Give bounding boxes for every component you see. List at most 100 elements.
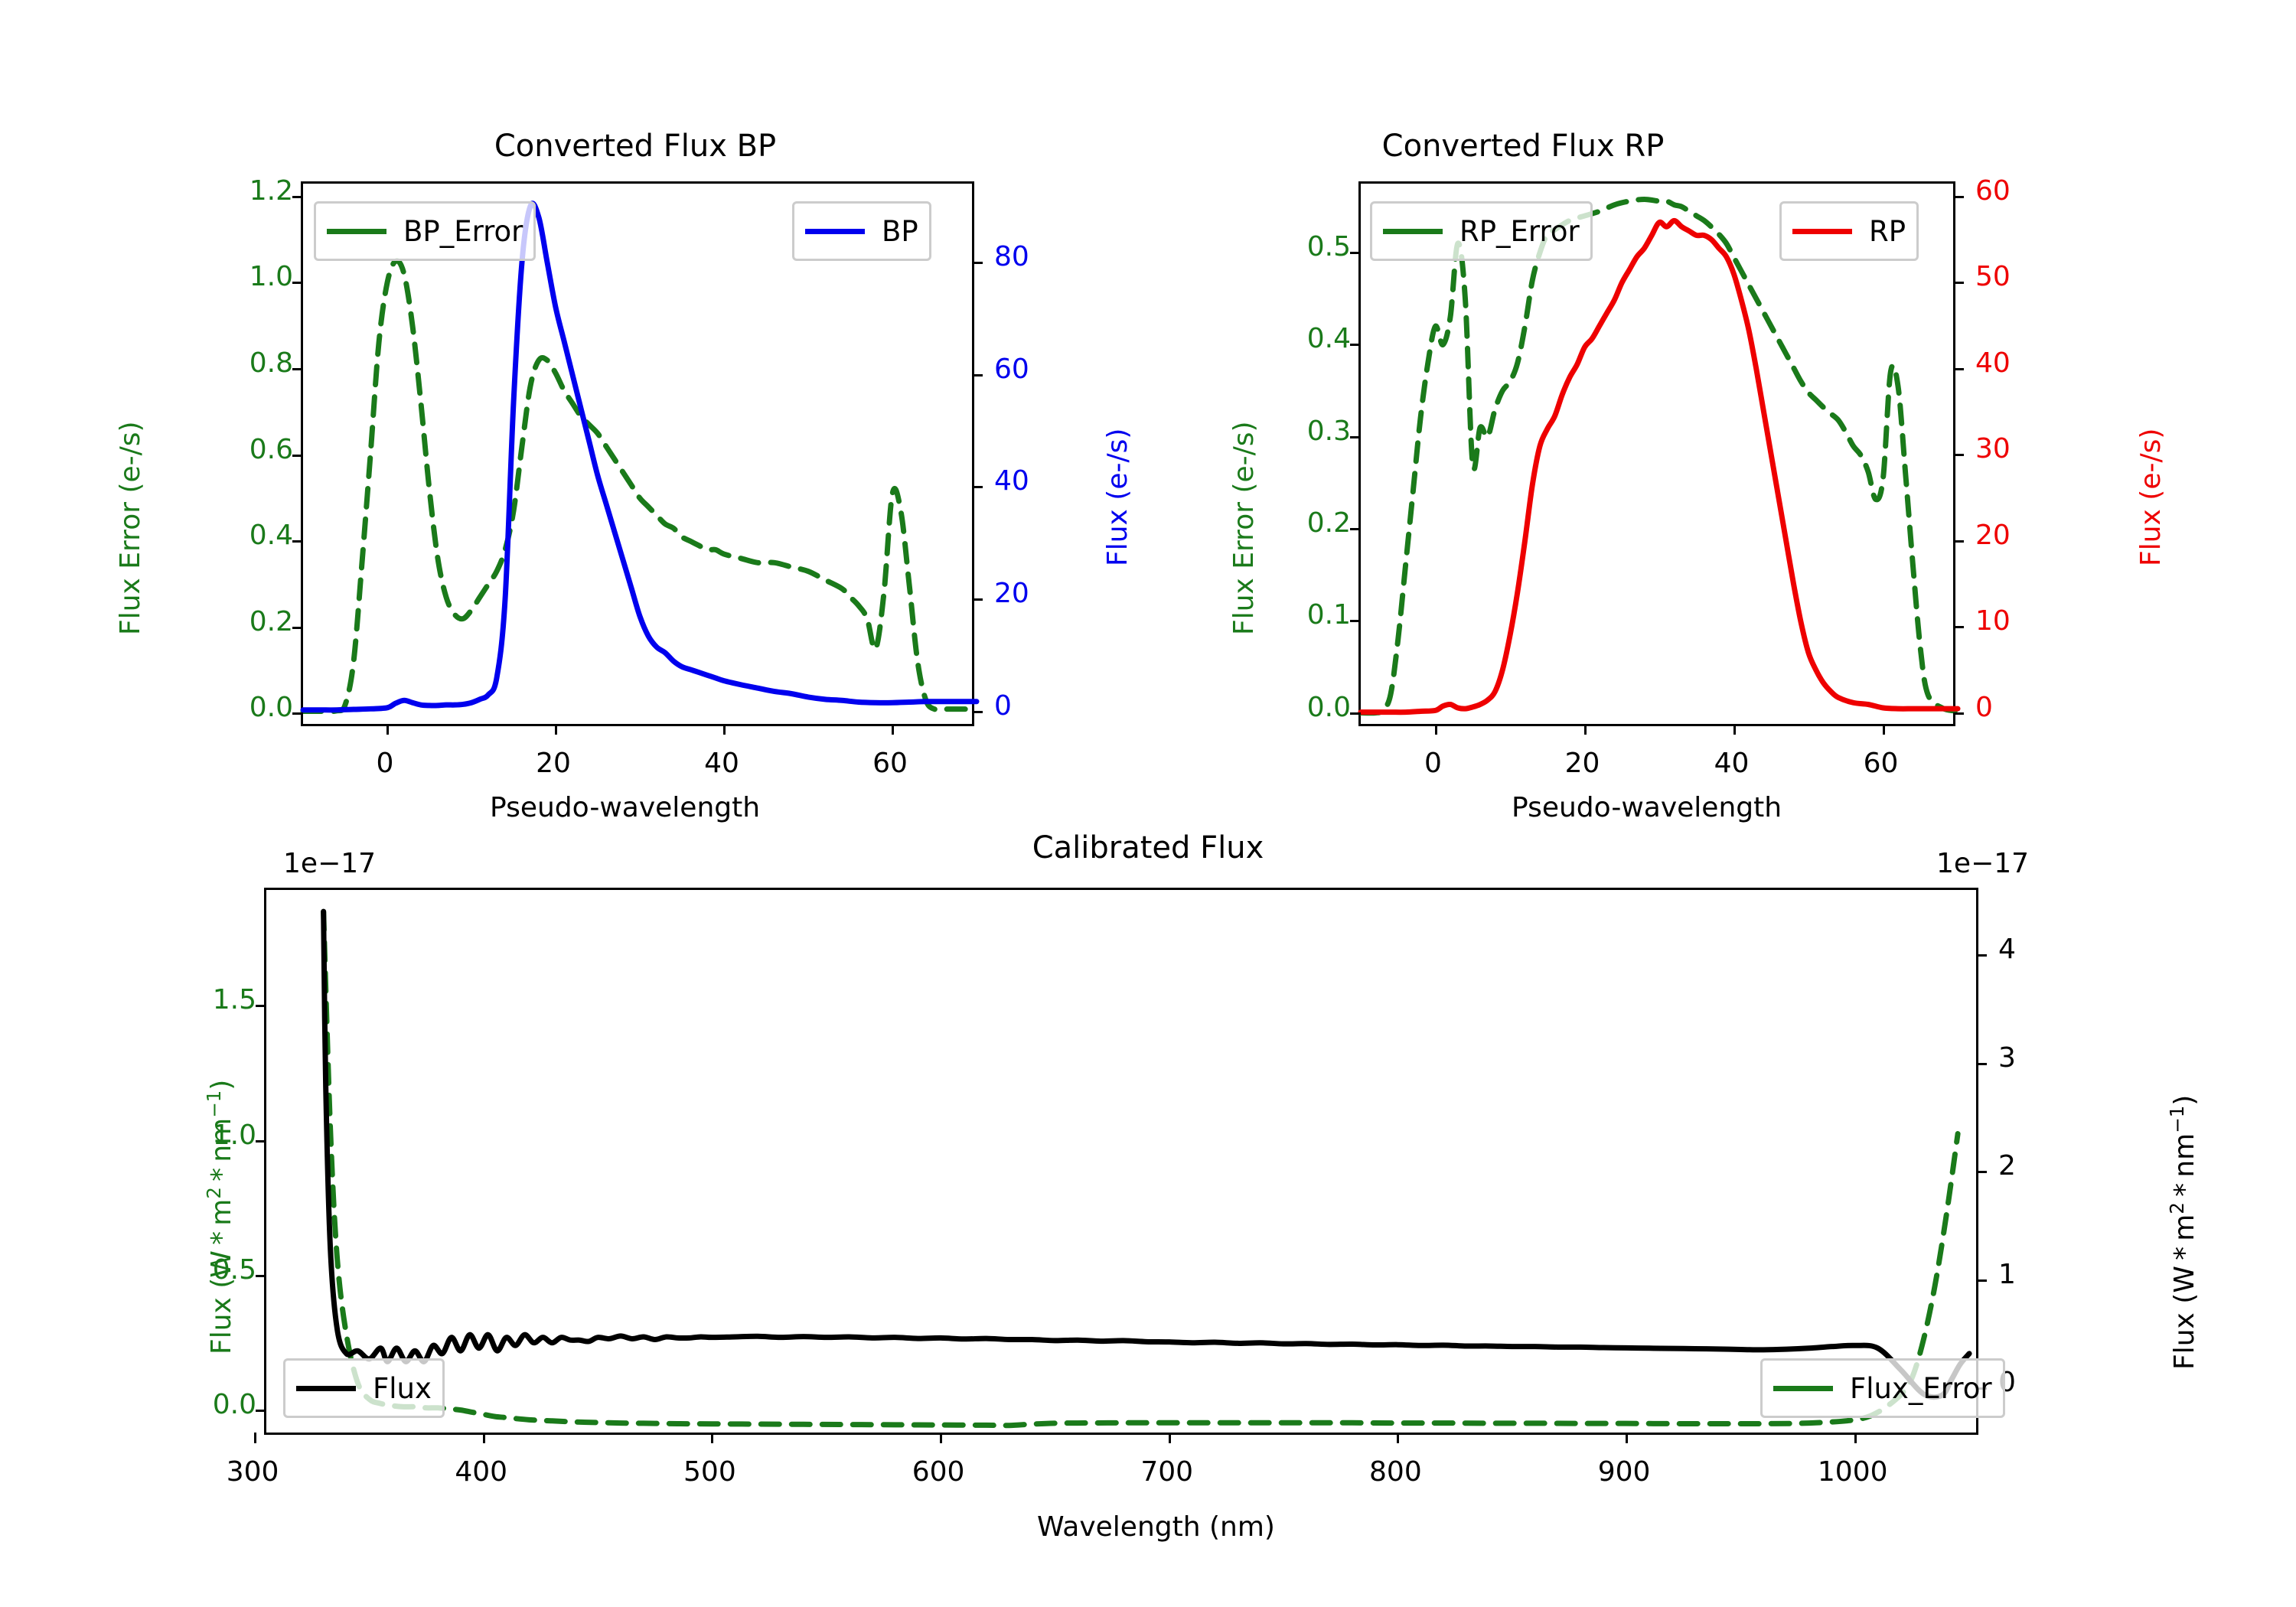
calibrated-right-axis-title: Flux (W * m2 * nm−1) [2166,1094,2200,1370]
calibrated-flux-legend-label: Flux [373,1371,432,1405]
cal-yr-ticks-1: 1 [1998,1258,2016,1290]
tickmark [292,712,303,715]
bp-error-legend-label: BP_Error [403,214,523,248]
rp-flux-legend-label: RP [1869,214,1906,248]
rp-x-ticks-1: 20 [1564,748,1600,779]
rp-title: Converted Flux RP [1381,129,1665,164]
rp-yl-ticks-3: 0.3 [1306,415,1351,447]
tickmark [1976,953,1987,957]
tickmark [256,1139,266,1143]
bp-title: Converted Flux BP [494,129,777,164]
tickmark [256,1409,266,1412]
tickmark [1434,724,1437,735]
calibrated-flux-legend[interactable]: Flux [283,1358,445,1418]
bp-yl-ticks-1: 0.2 [249,605,293,637]
rp-yr-ticks-3: 30 [1975,433,2011,465]
tickmark [1350,252,1361,255]
calibrated-left-axis-title: Flux (W * m2 * nm−1) [203,1079,237,1354]
calibrated-axes-frame [254,888,1987,1443]
tickmark [972,598,983,601]
bp-flux-curve [300,200,980,713]
bp-yr-ticks-0: 0 [994,689,1012,722]
tickmark [256,1005,266,1008]
rp-x-ticks-0: 0 [1424,748,1442,779]
bp-flux-legend[interactable]: BP [792,201,931,261]
rp-plot-area [1358,196,1961,716]
cal-x-ticks-1: 400 [455,1456,508,1488]
rp-xaxis-title: Pseudo-wavelength [1512,792,1782,823]
bp-axes-frame [292,181,983,735]
bp-yl-ticks-6: 1.2 [249,174,293,207]
offset-right-exp: −17 [1971,848,2030,879]
tickmark [1350,620,1361,623]
bp-yr-ticks-1: 20 [994,578,1029,610]
tickmark [892,724,894,735]
tickmark [1882,724,1885,735]
tickmark [1854,1433,1857,1443]
tickmark [292,195,303,198]
calibrated-title: Calibrated Flux [1032,830,1264,865]
cal-yr-ticks-4: 4 [1998,933,2016,965]
calibrated-error-legend[interactable]: Flux_Error [1760,1358,2005,1418]
tickmark [386,724,389,735]
tickmark [555,724,557,735]
bp-left-axis-title: Flux Error (e-/s) [115,421,146,635]
tickmark [292,626,303,629]
rp-error-legend-swatch [1383,228,1443,234]
rp-error-legend[interactable]: RP_Error [1370,201,1593,261]
bp-error-curve [300,258,980,715]
bp-yl-ticks-4: 0.8 [249,347,293,380]
bp-xaxis-title: Pseudo-wavelength [490,792,761,823]
cal-x-ticks-4: 700 [1140,1456,1194,1488]
cal-x-ticks-5: 800 [1369,1456,1422,1488]
bp-error-legend-swatch [327,228,386,234]
tickmark [1168,1433,1171,1443]
tickmark [1350,712,1361,715]
rp-yl-ticks-0: 0.0 [1306,691,1351,723]
bp-x-ticks-3: 60 [872,748,908,779]
offset-right-mantissa: 1e [1936,848,1971,879]
cal-x-ticks-6: 900 [1597,1456,1651,1488]
tickmark [1953,454,1964,457]
tickmark [1953,367,1964,370]
rp-flux-legend[interactable]: RP [1779,201,1919,261]
bp-yr-ticks-4: 80 [994,240,1029,272]
tickmark [940,1433,943,1443]
bp-yr-ticks-2: 40 [994,465,1029,497]
calibrated-flux-curve [321,908,1972,1400]
bp-error-legend[interactable]: BP_Error [314,201,536,261]
calibrated-flux-legend-swatch [296,1385,356,1391]
bp-x-ticks-1: 20 [536,748,571,779]
bp-x-ticks-0: 0 [376,748,394,779]
tickmark [1953,626,1964,629]
rp-yr-ticks-1: 10 [1975,605,2011,637]
tickmark [972,486,983,489]
rp-yl-ticks-5: 0.5 [1306,231,1351,263]
tickmark [1350,435,1361,438]
cal-x-ticks-7: 1000 [1817,1456,1888,1488]
rp-x-ticks-3: 60 [1863,748,1899,779]
rp-yl-ticks-1: 0.1 [1306,599,1351,631]
calibrated-plot-area [321,908,1972,1429]
tickmark [723,724,726,735]
tickmark [292,540,303,543]
tickmark [972,373,983,376]
rp-axes-frame [1350,181,1964,735]
offset-left-exp: −17 [318,848,377,879]
tickmark [711,1433,714,1443]
cal-yl-ticks-0: 0.0 [212,1388,256,1420]
rp-yl-ticks-4: 0.4 [1306,323,1351,355]
tickmark [972,261,983,264]
tickmark [1583,724,1587,735]
calibrated-left-offset-text: 1e−17 [283,848,376,879]
bp-yl-ticks-0: 0.0 [249,692,293,724]
bp-yl-ticks-3: 0.6 [249,433,293,465]
rp-error-legend-label: RP_Error [1459,214,1580,248]
rp-yr-ticks-5: 50 [1975,261,2011,293]
bp-flux-legend-swatch [805,228,865,234]
tickmark [292,282,303,285]
bp-yl-ticks-2: 0.4 [249,520,293,552]
tickmark [1953,539,1964,543]
cal-yr-ticks-2: 2 [1998,1150,2016,1182]
